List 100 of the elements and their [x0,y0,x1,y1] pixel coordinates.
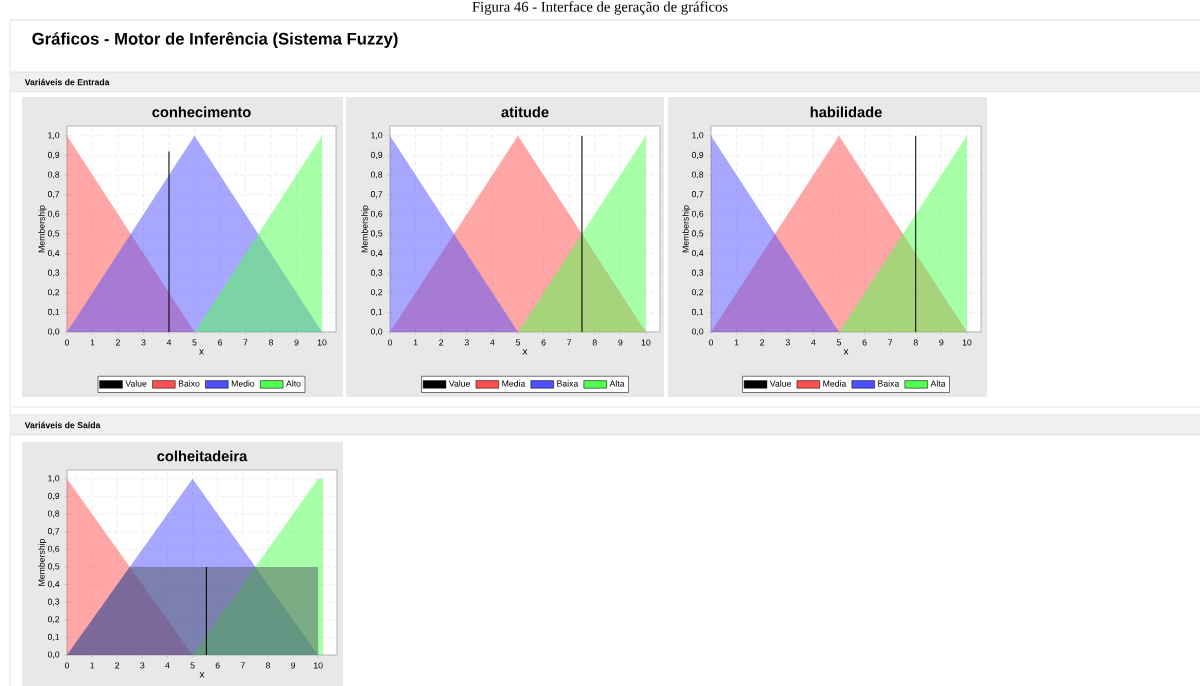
legend-label: Value [769,380,791,387]
y-tick-label: 0,0 [691,328,704,336]
x-tick-label: 6 [862,339,867,346]
x-axis-title: x [199,349,204,355]
x-tick-label: 0 [387,339,393,346]
y-axis-title: Membership [38,205,47,253]
x-tick-label: 10 [641,339,651,346]
x-tick-label: 3 [141,339,146,346]
y-tick-label: 0,7 [370,191,383,199]
chart-title: atitude [501,106,549,118]
legend-label: Value [125,380,147,387]
x-tick-label: 8 [913,339,918,346]
legend-label: Alta [609,380,625,387]
x-tick-label: 6 [215,662,220,669]
y-tick-label: 0,5 [370,230,383,238]
x-tick-label: 10 [962,339,972,346]
y-tick-label: 0,3 [47,269,60,277]
x-tick-label: 7 [240,662,245,669]
y-tick-label: 0,0 [47,651,60,659]
text: Variáveis de Saída [24,421,101,429]
x-tick-label: 7 [567,339,572,346]
x-tick-label: 2 [116,339,120,346]
y-tick-label: 1,0 [692,132,704,140]
y-tick-label: 0,1 [47,308,60,316]
y-tick-label: 0,9 [691,151,704,160]
legend-label: Baixo [178,380,200,387]
x-tick-label: 10 [317,339,327,346]
x-tick-label: 0 [64,339,70,346]
x-tick-label: 7 [888,339,893,346]
x-tick-label: 1 [90,339,95,346]
y-tick-label: 0,6 [47,210,60,218]
y-tick-label: 0,0 [370,328,383,336]
x-tick-label: 4 [490,339,495,346]
y-tick-label: 0,8 [47,171,60,179]
x-tick-label: 9 [618,339,623,346]
legend-label: Value [448,380,470,387]
x-tick-label: 0 [708,339,714,346]
legend-label: Medio [231,380,255,387]
x-axis-title: x [522,349,528,355]
y-tick-label: 0,8 [370,171,383,179]
x-tick-label: 10 [314,662,323,669]
x-tick-label: 2 [439,339,444,346]
x-tick-label: 2 [115,662,120,669]
x-tick-label: 1 [90,662,95,669]
y-axis-title: Membership [361,205,370,253]
x-tick-label: 5 [190,662,195,669]
chart-title: conhecimento [152,106,251,118]
x-tick-label: 3 [464,339,469,346]
x-tick-label: 6 [541,339,546,346]
x-tick-label: 9 [291,662,296,669]
legend-label: Media [823,380,847,387]
y-tick-label: 0,4 [47,580,60,589]
x-tick-label: 3 [785,339,790,346]
y-tick-label: 0,3 [370,269,383,277]
y-tick-label: 0,8 [691,171,704,179]
y-tick-label: 0,3 [691,269,704,277]
y-tick-label: 0,9 [370,151,383,160]
x-tick-label: 4 [165,662,170,669]
y-tick-label: 1,0 [371,132,383,140]
x-tick-label: 3 [140,662,145,669]
y-tick-label: 0,5 [691,230,704,238]
x-axis-title: x [843,349,849,355]
x-tick-label: 4 [811,339,816,346]
y-tick-label: 0,9 [47,151,60,160]
legend-label: Alta [930,380,946,387]
x-tick-label: 1 [734,339,739,346]
x-tick-label: 2 [760,339,765,346]
y-tick-label: 0,7 [691,191,704,199]
y-tick-label: 0,4 [47,249,60,258]
y-tick-label: 1,0 [48,132,60,140]
y-tick-label: 0,6 [47,545,60,553]
x-tick-label: 0 [64,662,70,669]
chart-title: colheitadeira [157,450,248,462]
x-tick-label: 4 [166,339,172,346]
y-tick-label: 0,7 [47,191,60,199]
legend-label: Alto [286,380,301,387]
y-tick-label: 0,4 [370,249,383,258]
x-tick-label: 8 [592,339,597,346]
chart-title: habilidade [810,106,882,118]
x-tick-label: 5 [515,339,521,346]
text: Gráficos - Motor de Inferência (Sistema Fuzzy) [32,32,398,48]
legend-label: Media [502,380,526,387]
y-tick-label: 0,1 [370,308,383,316]
y-tick-label: 0,5 [47,563,60,571]
x-tick-label: 9 [939,339,944,346]
x-tick-label: 6 [218,339,223,346]
y-axis-title: Membership [682,205,691,253]
x-tick-label: 5 [836,339,842,346]
y-tick-label: 0,2 [370,289,383,297]
y-tick-label: 0,9 [47,492,60,501]
y-tick-label: 0,8 [47,510,60,518]
y-tick-label: 0,2 [47,289,60,297]
y-tick-label: 0,3 [47,598,60,606]
x-tick-label: 8 [265,662,270,669]
text: Figura 46 - Interface de geração de gráficos [472,1,728,15]
y-tick-label: 0,2 [691,289,704,297]
x-tick-label: 9 [294,339,299,346]
y-tick-label: 0,0 [47,328,60,336]
y-tick-label: 0,1 [691,308,704,316]
y-tick-label: 1,0 [48,475,60,483]
